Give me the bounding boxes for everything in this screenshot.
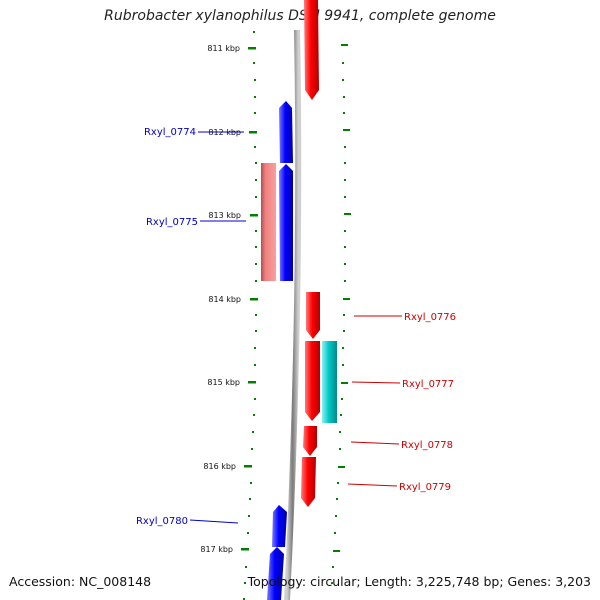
label-rxyl-0777[interactable]: Rxyl_0777 <box>402 379 454 390</box>
leader-rxyl-0778 <box>350 441 400 445</box>
gene-rxyl-0780[interactable] <box>272 505 287 547</box>
rna-gene[interactable] <box>322 341 337 423</box>
map-title: Rubrobacter xylanophilus DSM 9941, compl… <box>104 8 496 24</box>
gene-rxyl-0776[interactable] <box>306 292 320 339</box>
tick-label-811: 811 kbp <box>207 44 240 53</box>
genome-summary-text: Topology: circular; Length: 3,225,748 bp… <box>247 574 591 589</box>
right-tick-ring <box>331 44 351 584</box>
gene-rxyl-0775[interactable] <box>279 164 293 281</box>
tick-label-813: 813 kbp <box>208 211 241 220</box>
gene-forward-top[interactable] <box>304 0 319 100</box>
gene-rxyl-0779[interactable] <box>301 457 316 507</box>
tick-817: 817 kbp <box>200 545 249 554</box>
tick-label-815: 815 kbp <box>207 378 240 387</box>
label-rxyl-0780[interactable]: Rxyl_0780 <box>136 516 188 527</box>
genome-backbone <box>284 29 302 600</box>
gene-rxyl-0777[interactable] <box>305 341 320 421</box>
tick-813: 813 kbp <box>208 211 258 220</box>
gene-reverse-bottom[interactable] <box>267 547 284 600</box>
pseudo-gene[interactable] <box>261 163 276 281</box>
left-tick-ring <box>243 31 257 600</box>
leader-rxyl-0780 <box>189 519 239 524</box>
label-rxyl-0776[interactable]: Rxyl_0776 <box>404 312 456 323</box>
label-rxyl-0774[interactable]: Rxyl_0774 <box>144 127 196 138</box>
label-rxyl-0775[interactable]: Rxyl_0775 <box>146 217 198 228</box>
tick-811: 811 kbp <box>207 44 256 53</box>
tick-label-814: 814 kbp <box>208 295 241 304</box>
gene-rxyl-0778[interactable] <box>303 426 317 456</box>
tick-label-816: 816 kbp <box>203 462 236 471</box>
leader-rxyl-0777 <box>351 381 401 384</box>
tick-label-817: 817 kbp <box>200 545 233 554</box>
label-rxyl-0779[interactable]: Rxyl_0779 <box>399 482 451 493</box>
leader-rxyl-0779 <box>347 483 398 487</box>
tick-815: 815 kbp <box>207 378 256 387</box>
label-rxyl-0778[interactable]: Rxyl_0778 <box>401 440 453 451</box>
tick-816: 816 kbp <box>203 462 252 471</box>
accession-text: Accession: NC_008148 <box>9 574 152 589</box>
gene-rxyl-0774[interactable] <box>279 101 293 163</box>
tick-814: 814 kbp <box>208 295 258 304</box>
